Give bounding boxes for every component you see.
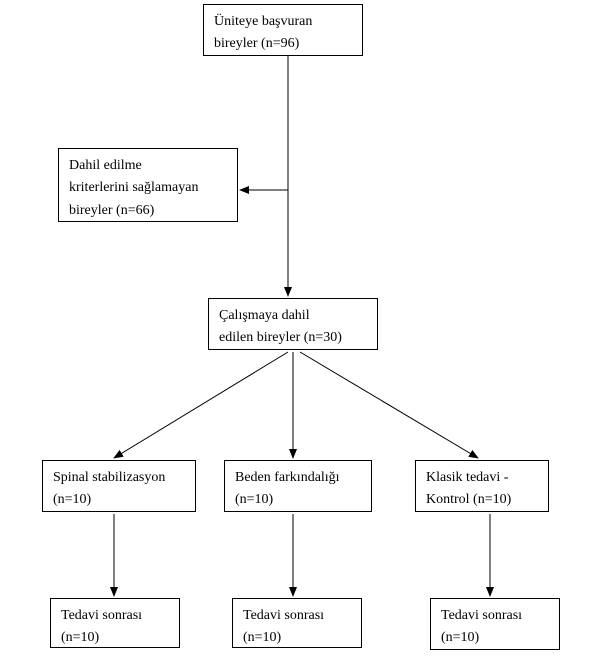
node-n5: Beden farkındalığı(n=10) [224, 460, 372, 512]
node-n9: Tedavi sonrası(n=10) [430, 598, 560, 650]
node-n2-line3: bireyler (n=66) [69, 200, 227, 222]
node-n5-line2: (n=10) [235, 489, 361, 511]
node-n9-line1: Tedavi sonrası [441, 605, 549, 627]
node-n3-line1: Çalışmaya dahil [219, 305, 367, 327]
node-n5-line1: Beden farkındalığı [235, 467, 361, 489]
edge-4 [300, 352, 478, 458]
node-n3: Çalışmaya dahiledilen bireyler (n=30) [208, 298, 378, 350]
node-n2-line2: kriterlerini sağlamayan [69, 177, 227, 199]
edge-2 [114, 352, 288, 458]
node-n4: Spinal stabilizasyon(n=10) [42, 460, 196, 512]
node-n8-line1: Tedavi sonrası [243, 605, 351, 627]
node-n8: Tedavi sonrası(n=10) [232, 598, 362, 648]
node-n1-line1: Üniteye başvuran [214, 11, 352, 33]
node-n6-line1: Klasik tedavi - [426, 467, 538, 489]
node-n2: Dahil edilmekriterlerini sağlamayanbirey… [58, 148, 238, 222]
node-n4-line2: (n=10) [53, 489, 185, 511]
node-n7: Tedavi sonrası(n=10) [50, 598, 180, 648]
node-n4-line1: Spinal stabilizasyon [53, 467, 185, 489]
node-n3-line2: edilen bireyler (n=30) [219, 327, 367, 349]
node-n9-line2: (n=10) [441, 627, 549, 649]
node-n2-line1: Dahil edilme [69, 155, 227, 177]
node-n1: Üniteye başvuranbireyler (n=96) [203, 4, 363, 56]
node-n7-line1: Tedavi sonrası [61, 605, 169, 627]
node-n6-line2: Kontrol (n=10) [426, 489, 538, 511]
node-n1-line2: bireyler (n=96) [214, 33, 352, 55]
node-n6: Klasik tedavi -Kontrol (n=10) [415, 460, 549, 512]
node-n8-line2: (n=10) [243, 627, 351, 649]
node-n7-line2: (n=10) [61, 627, 169, 649]
